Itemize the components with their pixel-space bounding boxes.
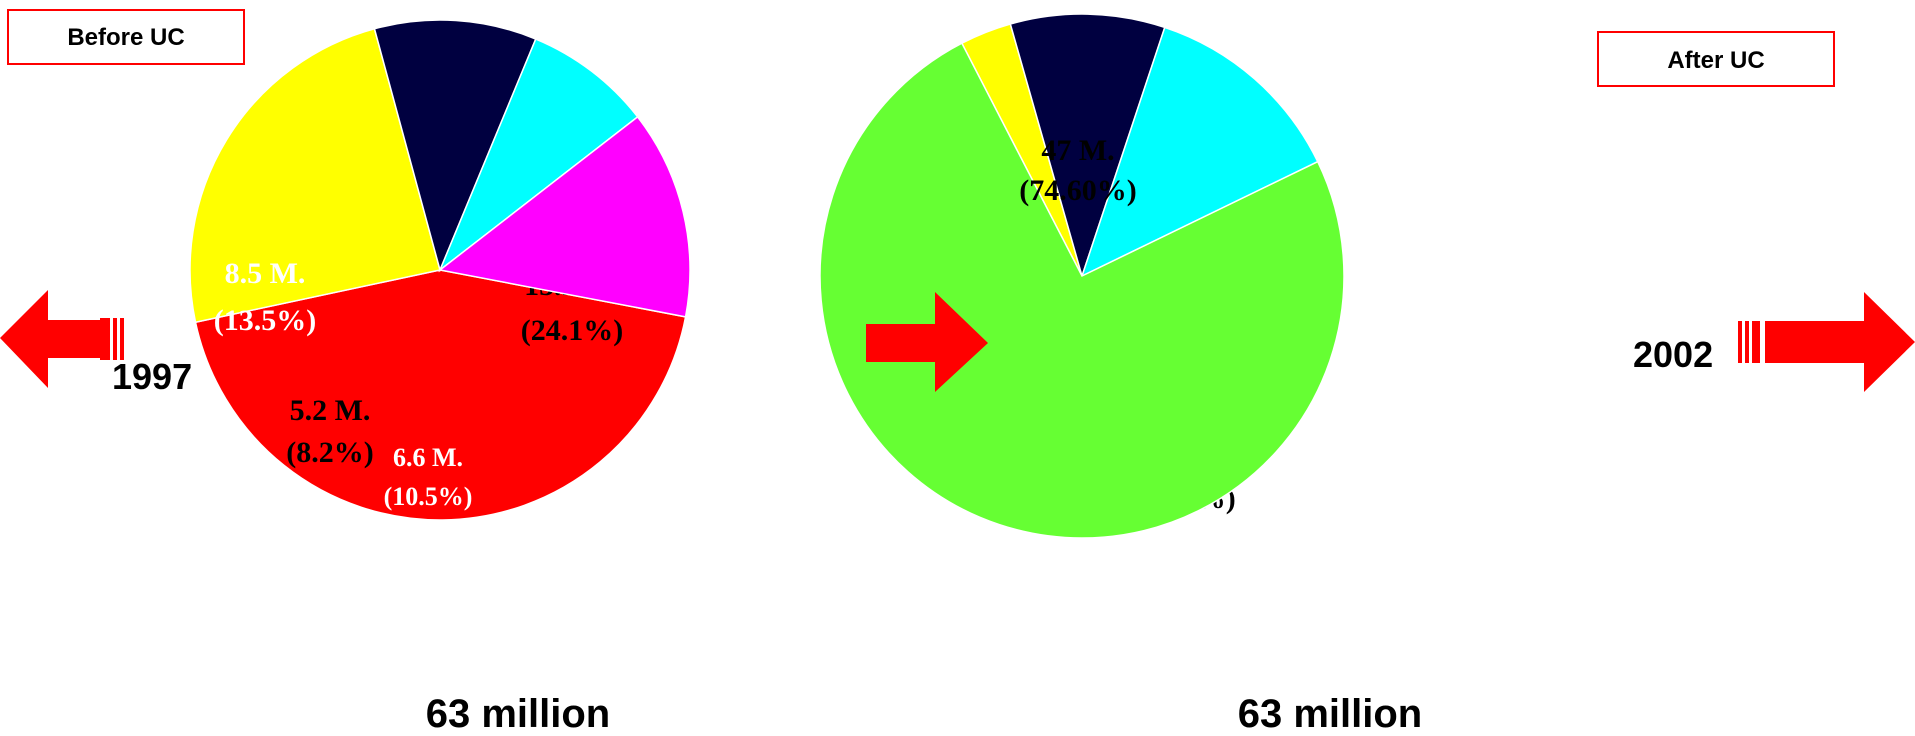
year-label-before: 1997 — [112, 356, 192, 397]
title-box-after: After UC — [1597, 31, 1835, 87]
total-label-before: 63 million — [426, 692, 611, 736]
slice-percent-label: (74.60%) — [1019, 174, 1136, 207]
pie-slice — [819, 42, 1345, 539]
total-label-after: 63 million — [1238, 692, 1423, 736]
slice-value-label: 5.2 M. — [290, 394, 371, 427]
slice-value-label: 8.5 M. — [225, 257, 306, 290]
title-box-before: Before UC — [7, 9, 245, 65]
slice-value-label: 6.6 M. — [393, 443, 463, 472]
slice-percent-label: (10.5%) — [384, 482, 473, 511]
pie-slice — [1009, 13, 1166, 279]
pie-chart-before: 27.5 M.(43.7%)15.2 M.(24.1%)6.6 M.(10.5%… — [189, 19, 691, 521]
pie-slice — [373, 19, 537, 273]
slice-percent-label: (13.5%) — [214, 304, 316, 337]
year-label-after: 2002 — [1633, 334, 1713, 375]
pie-slice — [1080, 26, 1319, 278]
slice-percent-label: (24.1%) — [521, 314, 623, 347]
pie-slice — [438, 38, 639, 273]
slice-percent-label: (8.2%) — [286, 436, 373, 469]
arrow-right-icon — [1738, 292, 1915, 392]
pie-slice — [438, 115, 691, 318]
slice-value-label: 47 M. — [1041, 134, 1114, 167]
pie-slice — [189, 27, 441, 324]
chart-title-before: Before UC — [67, 24, 184, 51]
chart-title-after: After UC — [1667, 47, 1764, 74]
arrow-right-icon — [866, 292, 988, 392]
arrow-left-icon — [0, 290, 124, 388]
pie-slice — [194, 269, 687, 521]
pie-chart-after: 2 M.(3.2%)6 M.(9.5%)8 M.(12.7%)47 M.(74.… — [819, 13, 1345, 539]
